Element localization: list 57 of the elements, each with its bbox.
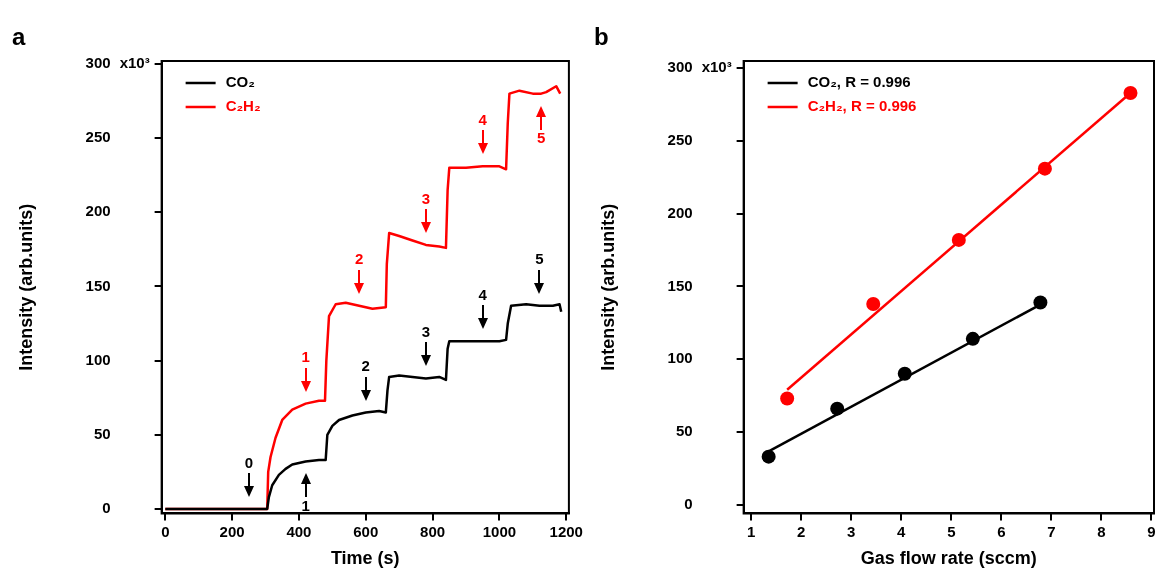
annotation: 5 bbox=[535, 250, 544, 268]
y-axis-title: Intensity (arb.units) bbox=[597, 203, 618, 371]
annotation: 5 bbox=[536, 129, 546, 147]
x-axis-title: Time (s) bbox=[330, 548, 400, 569]
chart-title: a bbox=[12, 23, 26, 51]
annotation: 2 bbox=[354, 250, 364, 268]
x-tick-label: 4 bbox=[897, 522, 907, 540]
y-tick-label: 200 bbox=[667, 203, 693, 221]
annotation: 4 bbox=[478, 110, 488, 128]
x-tick-label: 3 bbox=[847, 522, 856, 540]
point bbox=[761, 449, 776, 464]
x-tick-label: 5 bbox=[947, 522, 956, 540]
chart-title: b bbox=[594, 23, 609, 51]
legend-label: CO₂ bbox=[225, 73, 255, 91]
y-tick-label: 150 bbox=[667, 276, 693, 294]
text: x10³ bbox=[119, 54, 150, 72]
y-tick-label: 300 bbox=[85, 54, 111, 72]
x-tick-label: 200 bbox=[219, 522, 245, 540]
x-tick-label: 7 bbox=[1047, 522, 1056, 540]
y-tick-label: 100 bbox=[667, 349, 693, 367]
x-tick-label: 8 bbox=[1097, 522, 1106, 540]
annotation: 3 bbox=[421, 323, 431, 341]
y-tick-label: 50 bbox=[675, 422, 693, 440]
y-axis-title: Intensity (arb.units) bbox=[15, 203, 36, 371]
legend-label: C₂H₂ bbox=[225, 97, 261, 115]
y-tick-label: 250 bbox=[85, 128, 111, 146]
y-tick-label: 200 bbox=[85, 202, 111, 220]
y-tick-label: 150 bbox=[85, 276, 111, 294]
annotation: 1 bbox=[301, 497, 310, 515]
y-tick-label: 100 bbox=[85, 350, 111, 368]
x-tick-label: 1 bbox=[746, 522, 756, 540]
x-tick-label: 0 bbox=[161, 522, 170, 540]
point bbox=[1033, 295, 1048, 310]
y-tick-label: 300 bbox=[667, 58, 693, 76]
annotation: 4 bbox=[478, 285, 488, 303]
legend-label: C₂H₂, R = 0.996 bbox=[807, 97, 917, 115]
x-tick-label: 600 bbox=[353, 522, 379, 540]
x-tick-label: 6 bbox=[997, 522, 1006, 540]
point bbox=[780, 391, 795, 406]
x-tick-label: 9 bbox=[1147, 522, 1156, 540]
annotation: 3 bbox=[421, 189, 431, 207]
text: x10³ bbox=[701, 58, 732, 76]
x-tick-label: 800 bbox=[420, 522, 446, 540]
y-tick-label: 50 bbox=[93, 424, 111, 442]
x-tick-label: 1200 bbox=[549, 522, 583, 540]
y-tick-label: 250 bbox=[667, 131, 693, 149]
y-tick-label: 0 bbox=[684, 494, 693, 512]
x-tick-label: 400 bbox=[286, 522, 312, 540]
x-axis-title: Gas flow rate (sccm) bbox=[860, 548, 1037, 569]
annotation: 0 bbox=[244, 453, 253, 471]
point bbox=[866, 296, 881, 311]
x-tick-label: 1000 bbox=[482, 522, 517, 540]
y-tick-label: 0 bbox=[102, 499, 111, 517]
legend-label: CO₂, R = 0.996 bbox=[807, 73, 911, 91]
x-tick-label: 2 bbox=[797, 522, 806, 540]
annotation: 2 bbox=[361, 357, 370, 375]
annotation: 1 bbox=[301, 348, 310, 366]
